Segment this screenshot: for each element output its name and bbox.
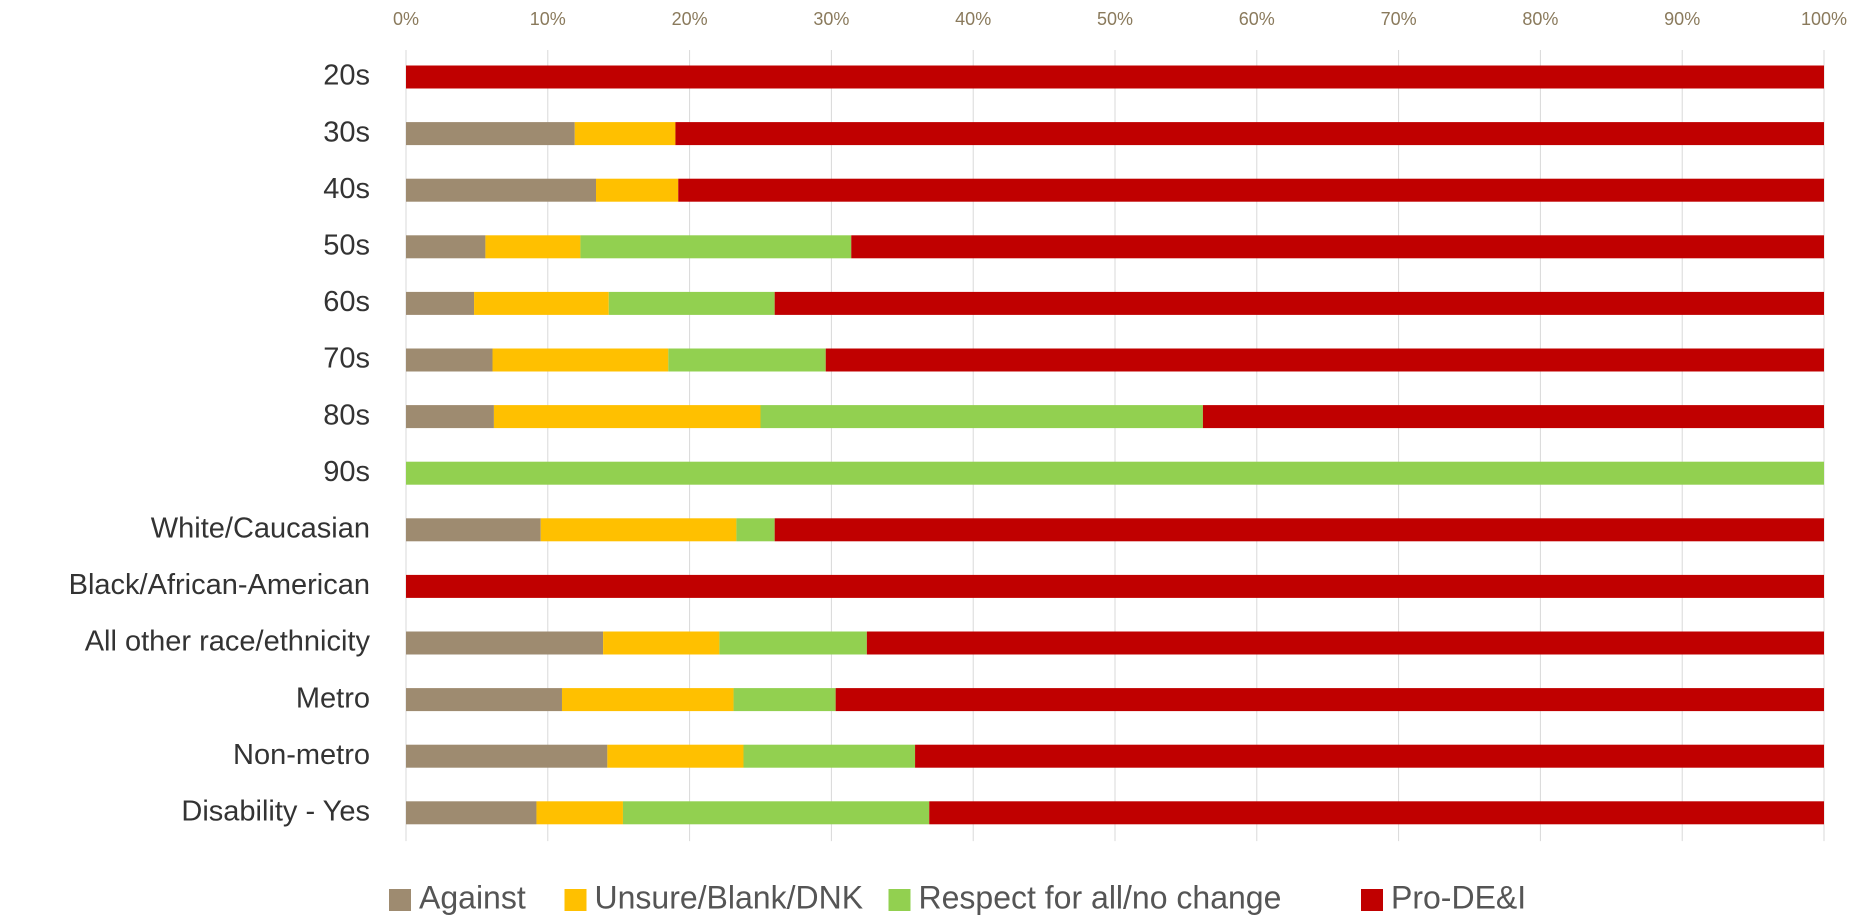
y-tick-label: 50s [323, 229, 370, 261]
bar-segment [406, 348, 493, 372]
bar-segment [474, 291, 609, 315]
bar-segment [607, 744, 744, 768]
legend-label: Against [419, 879, 526, 915]
bar-segment [915, 744, 1824, 768]
bar-segment [733, 688, 836, 712]
bar-segment [406, 291, 475, 315]
legend-label: Respect for all/no change [919, 879, 1282, 915]
y-tick-label: 60s [323, 286, 370, 318]
y-tick-label: Metro [296, 682, 370, 714]
y-tick-label: All other race/ethnicity [85, 626, 371, 658]
bar-segment [406, 574, 1824, 598]
bar-segment [866, 631, 1824, 655]
y-tick-label: Non-metro [233, 739, 370, 771]
bar-segment [540, 518, 737, 542]
x-tick-label: 80% [1522, 9, 1558, 29]
bar-segment [603, 631, 720, 655]
y-tick-label: White/Caucasian [151, 512, 370, 544]
y-tick-label: 30s [323, 116, 370, 148]
bar-segment [736, 518, 775, 542]
bar-segment [406, 122, 575, 146]
legend-swatch [564, 889, 587, 911]
bar-segment [675, 122, 1825, 146]
bar-segment [406, 178, 597, 202]
bar-segment [929, 801, 1824, 825]
bar-segment [774, 518, 1825, 542]
bar-segment [774, 291, 1825, 315]
bar-segment [719, 631, 867, 655]
bar-segment [536, 801, 623, 825]
bar-segment [668, 348, 826, 372]
bar-segment [825, 348, 1824, 372]
bar-segment [406, 801, 537, 825]
bar-segment [406, 461, 1824, 485]
bar-segment [406, 688, 562, 712]
y-tick-label: Black/African-American [69, 569, 370, 601]
x-tick-label: 70% [1381, 9, 1417, 29]
bar-segment [622, 801, 930, 825]
bar-segment [574, 122, 676, 146]
bar-segment [406, 744, 608, 768]
bar-segment [492, 348, 669, 372]
bar-segment [561, 688, 734, 712]
bar-segment [406, 631, 604, 655]
bar-segment [1202, 405, 1824, 429]
bar-segment [678, 178, 1824, 202]
legend-label: Pro-DE&I [1391, 879, 1526, 915]
y-tick-label: 70s [323, 343, 370, 375]
legend-swatch [389, 889, 411, 911]
x-tick-label: 100% [1801, 9, 1847, 29]
bar-segment [493, 405, 761, 429]
bar-segment [596, 178, 679, 202]
x-tick-label: 30% [813, 9, 849, 29]
bar-segment [406, 65, 1824, 89]
bar-segment [406, 235, 486, 259]
x-tick-label: 90% [1664, 9, 1700, 29]
bar-segment [835, 688, 1824, 712]
legend-swatch [888, 889, 911, 911]
y-tick-label: 40s [323, 173, 370, 205]
bar-segment [580, 235, 852, 259]
x-tick-label: 60% [1239, 9, 1275, 29]
y-tick-label: 80s [323, 399, 370, 431]
bar-segment [485, 235, 581, 259]
x-tick-label: 10% [530, 9, 566, 29]
bar-segment [406, 518, 541, 542]
legend-swatch [1361, 889, 1383, 911]
y-tick-label: Disability - Yes [181, 795, 370, 827]
bar-segment [743, 744, 916, 768]
y-tick-label: 20s [323, 60, 370, 92]
bar-segment [406, 405, 494, 429]
bar-segment [760, 405, 1203, 429]
legend-label: Unsure/Blank/DNK [595, 879, 864, 915]
x-tick-label: 40% [955, 9, 991, 29]
x-tick-label: 50% [1097, 9, 1133, 29]
bar-segment [608, 291, 775, 315]
x-tick-label: 20% [672, 9, 708, 29]
x-tick-label: 0% [393, 9, 419, 29]
y-tick-label: 90s [323, 456, 370, 488]
bar-segment [851, 235, 1824, 259]
